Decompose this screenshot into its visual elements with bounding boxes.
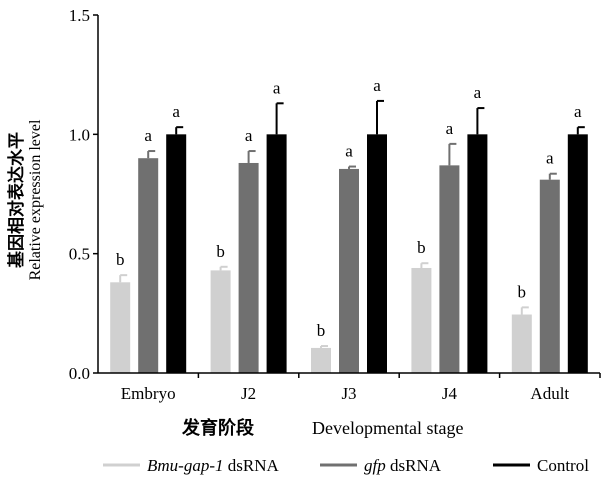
significance-label: a <box>574 102 582 121</box>
bar <box>238 162 259 373</box>
legend-item: Bmu-gap-1 dsRNA <box>103 456 279 475</box>
significance-label: a <box>474 83 482 102</box>
significance-label: a <box>546 149 554 168</box>
legend-label: gfp dsRNA <box>364 456 442 475</box>
x-tick-label: J4 <box>442 384 458 403</box>
bar <box>467 134 488 373</box>
bar <box>138 158 159 373</box>
bar <box>539 179 560 373</box>
bar <box>166 134 187 373</box>
plot-area: b b b b b a a a a a a a a a a <box>110 76 588 373</box>
legend-label: Control <box>537 456 589 475</box>
significance-label: a <box>245 126 253 145</box>
y-axis-title-cn: 基因相对表达水平 <box>6 132 27 269</box>
significance-label: b <box>116 250 125 269</box>
significance-label: b <box>317 321 326 340</box>
y-tick-label: 0.5 <box>69 245 90 264</box>
legend-item: Control <box>493 456 589 475</box>
bar <box>367 134 387 373</box>
x-axis: Embryo J2 J3 J4 Adult <box>98 372 601 403</box>
x-tick-label: Embryo <box>121 384 176 403</box>
legend: Bmu-gap-1 dsRNA gfp dsRNA Control <box>103 456 589 475</box>
significance-label: b <box>417 238 426 257</box>
x-tick-label: J2 <box>241 384 256 403</box>
significance-label: a <box>172 102 180 121</box>
significance-label: b <box>216 242 225 261</box>
significance-label: a <box>273 78 281 97</box>
y-axis-title-en: Relative expression level <box>27 119 44 280</box>
legend-label: Bmu-gap-1 dsRNA <box>147 456 279 475</box>
bar <box>266 134 287 373</box>
x-axis-title-en: Developmental stage <box>312 418 463 438</box>
bar <box>567 134 588 373</box>
significance-label: b <box>518 282 527 301</box>
bar <box>439 165 460 373</box>
significance-label: a <box>446 119 454 138</box>
x-tick-label: J3 <box>341 384 356 403</box>
bar <box>110 282 131 373</box>
significance-label: a <box>144 126 152 145</box>
legend-item: gfp dsRNA <box>320 456 442 475</box>
y-tick-label: 0.0 <box>69 364 90 383</box>
x-axis-title-cn: 发育阶段 <box>181 417 255 439</box>
bar <box>311 347 331 373</box>
bar <box>511 314 532 373</box>
y-tick-label: 1.5 <box>69 6 90 25</box>
bar <box>210 270 231 373</box>
significance-label: a <box>373 76 381 95</box>
y-axis: 0.0 0.5 1.0 1.5 <box>69 6 99 383</box>
bar <box>411 267 432 373</box>
significance-label: a <box>345 142 353 161</box>
y-tick-label: 1.0 <box>69 125 90 144</box>
x-tick-label: Adult <box>530 384 569 403</box>
bar <box>339 168 359 373</box>
